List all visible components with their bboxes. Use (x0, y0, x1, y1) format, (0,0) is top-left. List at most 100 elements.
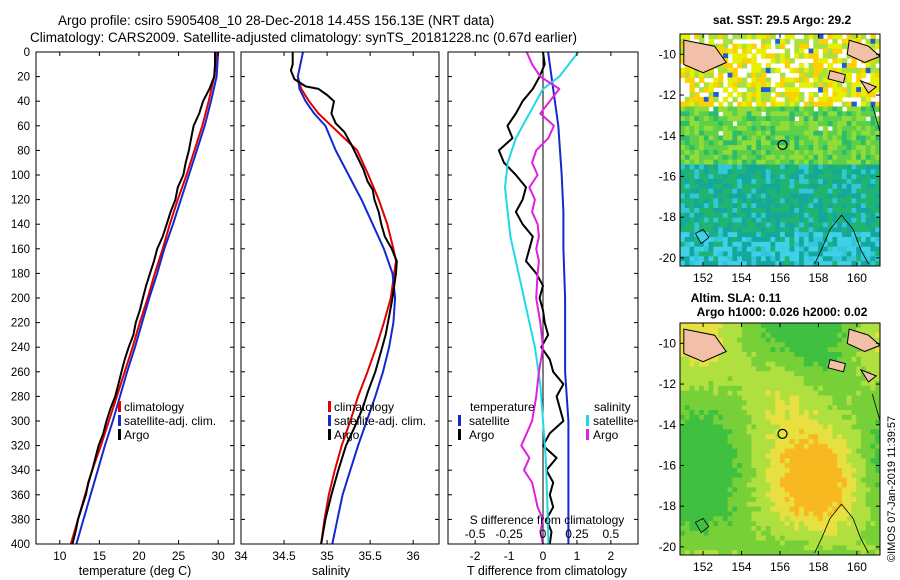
map-cell (680, 458, 686, 464)
map-cell (803, 516, 810, 522)
map-cell (718, 540, 724, 546)
map-cell (727, 453, 733, 459)
map-cell (713, 92, 719, 98)
map-cell (775, 405, 781, 411)
map-cell (722, 405, 729, 411)
map-cell (732, 198, 738, 204)
map-cell (841, 251, 848, 257)
map-cell (722, 188, 729, 195)
map-cell (680, 261, 686, 266)
map-cell (789, 424, 795, 430)
map-cell (851, 87, 857, 93)
map-cell (822, 256, 829, 262)
map-cell (727, 448, 733, 455)
map-cell (865, 400, 872, 406)
map-cell (856, 159, 862, 166)
map-cell (822, 203, 829, 209)
map-cell (799, 487, 805, 493)
sla-map-subtitle: Argo h1000: 0.026 h2000: 0.02 (697, 305, 868, 319)
map-cell (694, 164, 700, 170)
map-cell (841, 232, 848, 238)
map-cell (841, 92, 848, 98)
map-cell (765, 217, 772, 224)
bathymetry-contour (871, 394, 880, 421)
map-cell (737, 424, 743, 430)
map-cell (708, 34, 714, 40)
map-cell (784, 82, 791, 88)
map-cell (860, 106, 867, 112)
map-cell (718, 395, 724, 401)
map-cell (722, 535, 729, 542)
map-cell (760, 174, 767, 180)
map-cell (813, 550, 819, 555)
map-cell (722, 390, 729, 397)
map-cell (794, 92, 800, 98)
map-cell (827, 439, 833, 445)
map-cell (832, 53, 838, 59)
map-cell (870, 212, 876, 219)
map-cell (832, 550, 838, 555)
map-cell (689, 506, 695, 513)
map-cell (684, 550, 691, 555)
map-cell (846, 381, 853, 387)
map-cell (851, 472, 857, 479)
map-cell (851, 111, 857, 117)
map-cell (860, 385, 867, 392)
map-cell (775, 550, 781, 555)
map-cell (765, 179, 772, 185)
map-cell (822, 477, 829, 484)
map-cell (856, 125, 862, 132)
map-cell (770, 232, 776, 238)
map-cell (713, 212, 719, 219)
map-cell (822, 342, 829, 348)
map-cell (727, 371, 733, 377)
map-cell (799, 188, 805, 195)
map-cell (718, 72, 724, 79)
map-cell (846, 241, 853, 248)
map-cell (775, 116, 781, 122)
map-cell (708, 414, 714, 421)
map-cell (770, 222, 776, 228)
map-cell (760, 385, 767, 392)
map-cell (818, 443, 824, 450)
map-cell (832, 323, 838, 329)
map-cell (827, 140, 833, 146)
map-cell (870, 482, 876, 488)
map-cell (865, 535, 872, 542)
map-cell (870, 237, 876, 243)
map-cell (684, 448, 691, 455)
map-cell (727, 82, 733, 88)
map-cell (803, 106, 810, 112)
map-cell (694, 227, 700, 233)
map-cell (813, 38, 819, 45)
map-cell (794, 376, 800, 382)
map-cell (841, 424, 848, 430)
map-cell (856, 463, 862, 469)
map-cell (794, 169, 800, 175)
map-cell (684, 227, 691, 233)
map-cell (813, 477, 819, 484)
map-cell (775, 179, 781, 185)
map-cell (808, 550, 814, 555)
map-cell (841, 376, 848, 382)
map-cell (756, 323, 762, 329)
map-cell (799, 371, 805, 377)
map-cell (818, 424, 824, 430)
map-cell (794, 390, 800, 397)
map-cell (746, 419, 753, 426)
legend-argo-label: Argo (124, 428, 150, 442)
map-cell (722, 169, 729, 175)
map-cell (846, 376, 853, 382)
map-cell (732, 106, 738, 112)
map-cell (870, 356, 876, 363)
map-cell (851, 376, 857, 382)
map-cell (799, 381, 805, 387)
map-cell (865, 366, 872, 372)
map-cell (780, 246, 786, 253)
map-cell (789, 516, 795, 522)
map-cell (832, 511, 838, 517)
map-cell (780, 516, 786, 522)
map-cell (860, 135, 867, 141)
map-cell (713, 429, 719, 435)
map-cell (827, 145, 833, 151)
